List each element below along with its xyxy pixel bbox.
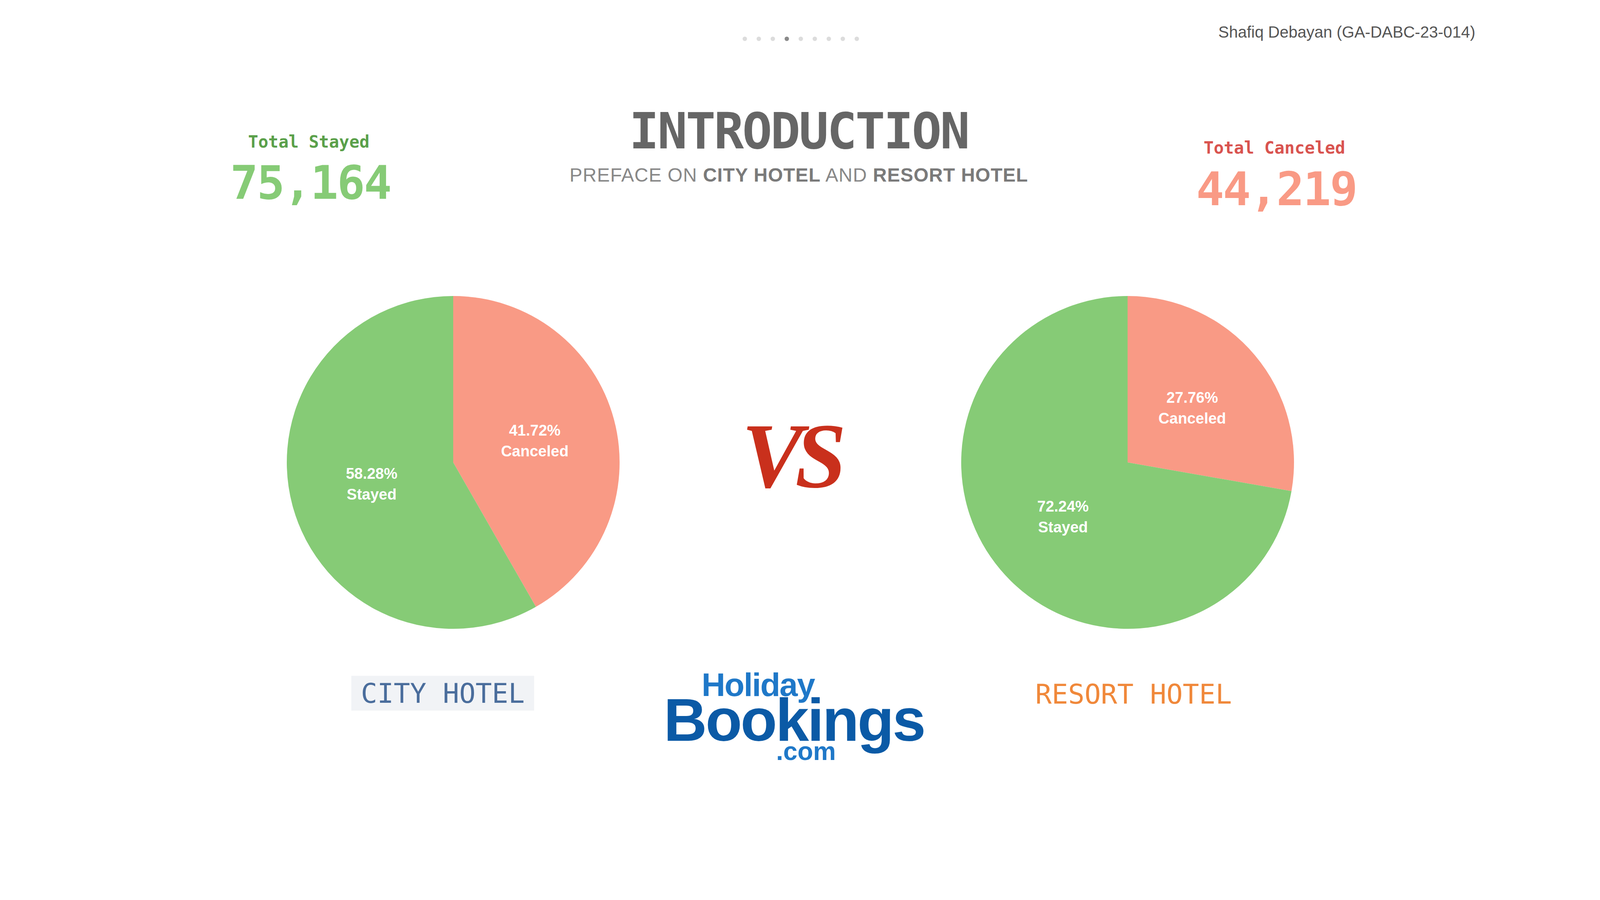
html-text:Total Stayed: Total Stayed: [248, 131, 370, 152]
html-text:PREFACE ON CITY HOTEL AND RESO: PREFACE ON CITY HOTEL AND RESORT HOTEL: [569, 164, 1029, 186]
svg-text:Stayed: Stayed: [346, 486, 397, 503]
svg-text:Stayed: Stayed: [1038, 518, 1088, 536]
html-text:VS: VS: [741, 405, 839, 507]
html-text:RESORT HOTEL: RESORT HOTEL: [1035, 678, 1232, 710]
html-text:Bookings: Bookings: [663, 686, 925, 754]
html-text:Holiday: Holiday: [701, 666, 815, 703]
html-text:CITY HOTEL: CITY HOTEL: [360, 677, 525, 709]
svg-text:72.24%: 72.24%: [1037, 498, 1089, 515]
svg-text:27.76%: 27.76%: [1166, 389, 1218, 406]
svg-text:41.72%: 41.72%: [508, 422, 561, 439]
html-text:INTRODUCTION: INTRODUCTION: [629, 102, 969, 160]
svg-text:58.28%: 58.28%: [346, 465, 398, 482]
html-text:Total Canceled: Total Canceled: [1203, 137, 1346, 158]
html-text:.com: .com: [776, 736, 836, 766]
svg-text:Canceled: Canceled: [1158, 410, 1226, 427]
html-text:44,219: 44,219: [1196, 161, 1357, 216]
svg-text:Canceled: Canceled: [500, 442, 569, 460]
html-text:75,164: 75,164: [230, 155, 391, 210]
html-text:Shafiq Debayan (GA-DABC-23-014: Shafiq Debayan (GA-DABC-23-014): [1218, 23, 1476, 41]
